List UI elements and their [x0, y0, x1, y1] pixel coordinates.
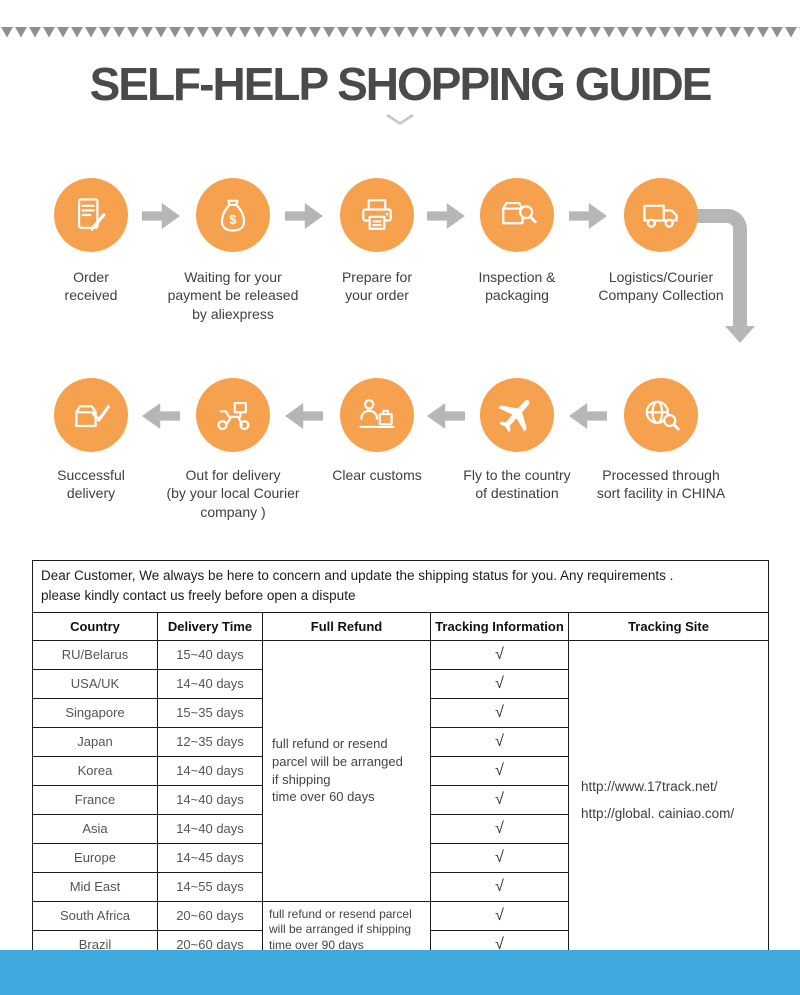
- table-row: Singapore 15~35 days √: [32, 697, 769, 728]
- step-label: Inspection & packaging: [478, 269, 556, 304]
- step-label: Successful delivery: [57, 467, 125, 502]
- col-header-tracking-information: Tracking Information: [430, 611, 569, 641]
- flow-arrow-left-icon: [569, 403, 607, 429]
- logistics-truck-icon: [643, 204, 678, 228]
- cell-tracking-sites: http://www.17track.net/ http://global. c…: [567, 639, 770, 960]
- step-processed-sort-facility: [624, 378, 698, 452]
- step-label: Out for delivery (by your local Courier …: [166, 467, 300, 520]
- cell-delivery-time: 14~40 days: [157, 813, 263, 844]
- step-logistics-collection: [624, 178, 698, 252]
- cell-delivery-time: 20~60 days: [157, 900, 263, 931]
- cell-delivery-time: 14~40 days: [157, 784, 263, 815]
- cell-delivery-time: 15~35 days: [157, 697, 263, 728]
- shipping-table: Dear Customer, We always be here to conc…: [31, 560, 770, 960]
- shipping-table-wrap: Dear Customer, We always be here to conc…: [31, 560, 770, 960]
- printer-icon: [362, 199, 392, 230]
- cell-country: USA/UK: [32, 668, 158, 699]
- step-out-for-delivery: [196, 378, 270, 452]
- payment-money-bag-icon: $: [220, 199, 246, 232]
- table-row: South Africa 20~60 days full refund or r…: [32, 900, 769, 960]
- cell-country: Asia: [32, 813, 158, 844]
- table-row: Asia 14~40 days √: [32, 813, 769, 844]
- footer-bar: [0, 950, 800, 995]
- airplane-icon: [498, 400, 530, 433]
- step-order-received: [54, 178, 128, 252]
- cell-tracking-check: √: [430, 697, 569, 728]
- flow-arrow-left-icon: [285, 403, 323, 429]
- delivery-scooter-icon: [217, 401, 250, 431]
- cell-delivery-time: 12~35 days: [157, 726, 263, 757]
- inspection-box-magnifier-icon: [502, 201, 537, 225]
- flow-arrow-right-icon: [142, 203, 180, 229]
- step-label: Clear customs: [332, 467, 422, 483]
- flow-arrow-down-icon: [725, 326, 755, 343]
- flow-arrow-right-icon: [427, 203, 465, 229]
- col-header-tracking-site: Tracking Site: [567, 611, 770, 641]
- cell-country: RU/Belarus: [32, 639, 158, 670]
- cell-tracking-check: √: [430, 813, 569, 844]
- cell-refund-policy-90: full refund or resend parcel will be arr…: [262, 900, 431, 960]
- cell-country: Korea: [32, 755, 158, 786]
- col-header-delivery-time: Delivery Time: [157, 611, 263, 641]
- cell-tracking-check: √: [430, 668, 569, 699]
- table-row: Japan 12~35 days √: [32, 726, 769, 757]
- col-header-country: Country: [32, 611, 158, 641]
- cell-delivery-time: 14~40 days: [157, 755, 263, 786]
- step-label: Prepare for your order: [341, 269, 413, 304]
- shipping-flow-diagram: $: [0, 150, 800, 555]
- table-header-row: Country Delivery Time Full Refund Tracki…: [32, 611, 770, 641]
- flow-connector: [697, 209, 747, 328]
- cell-country: South Africa: [32, 900, 158, 931]
- cell-delivery-time: 14~55 days: [157, 871, 263, 902]
- cell-tracking-check: √: [430, 639, 569, 670]
- globe-search-icon: [645, 400, 680, 431]
- step-successful-delivery: [54, 378, 128, 452]
- cell-tracking-check: √: [430, 900, 569, 931]
- cell-tracking-check: √: [430, 755, 569, 786]
- table-row: RU/Belarus 15~40 days full refund or res…: [32, 639, 770, 960]
- cell-tracking-check: √: [430, 726, 569, 757]
- flow-arrow-left-icon: [142, 403, 180, 429]
- step-clear-customs: [340, 378, 414, 452]
- step-label: Logistics/Courier Company Collection: [598, 269, 724, 304]
- svg-text:$: $: [229, 212, 236, 227]
- successful-delivery-box-check-icon: [75, 405, 110, 428]
- cell-delivery-time: 15~40 days: [157, 639, 263, 670]
- step-label: Order received: [64, 269, 118, 304]
- cell-country: Europe: [32, 842, 158, 873]
- step-label: Processed through sort facility in CHINA: [596, 467, 726, 502]
- cell-country: France: [32, 784, 158, 815]
- cell-country: Japan: [32, 726, 158, 757]
- zigzag-border: [0, 26, 800, 39]
- cell-delivery-time: 14~40 days: [157, 668, 263, 699]
- table-row: Mid East 14~55 days √: [32, 871, 769, 902]
- step-prepare-order: [340, 178, 414, 252]
- col-header-full-refund: Full Refund: [262, 611, 431, 641]
- cell-delivery-time: 14~45 days: [157, 842, 263, 873]
- customer-notice: Dear Customer, We always be here to conc…: [31, 560, 770, 613]
- cell-tracking-check: √: [430, 784, 569, 815]
- cell-country: Mid East: [32, 871, 158, 902]
- step-inspection-packaging: [480, 178, 554, 252]
- cell-tracking-check: √: [430, 871, 569, 902]
- page-title: SELF-HELP SHOPPING GUIDE: [89, 58, 713, 110]
- table-row: USA/UK 14~40 days √: [32, 668, 769, 699]
- customs-officer-icon: [359, 399, 395, 429]
- flow-arrow-left-icon: [427, 403, 465, 429]
- flow-arrow-right-icon: [285, 203, 323, 229]
- step-waiting-payment: $: [196, 178, 270, 252]
- order-received-icon: [77, 198, 106, 231]
- flow-arrow-right-icon: [569, 203, 607, 229]
- step-label: Fly to the country of destination: [463, 467, 571, 502]
- cell-tracking-check: √: [430, 842, 569, 873]
- table-row: France 14~40 days √: [32, 784, 769, 815]
- chevron-down-icon: [385, 113, 415, 131]
- cell-country: Singapore: [32, 697, 158, 728]
- step-fly-to-destination: [480, 378, 554, 452]
- step-label: Waiting for your payment be released by …: [167, 269, 299, 322]
- cell-refund-policy-60: full refund or resend parcel will be arr…: [262, 639, 431, 902]
